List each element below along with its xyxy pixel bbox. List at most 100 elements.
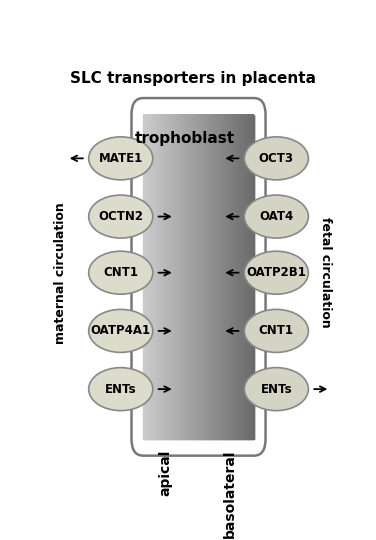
Bar <box>234 114 235 439</box>
Bar <box>197 114 198 439</box>
Bar <box>204 114 205 439</box>
Bar <box>230 114 231 439</box>
Text: basolateral: basolateral <box>223 449 237 538</box>
Bar <box>162 114 163 439</box>
Bar <box>252 114 253 439</box>
Bar <box>239 114 240 439</box>
Bar <box>188 114 189 439</box>
Bar <box>208 114 209 439</box>
Bar <box>241 114 242 439</box>
Bar <box>243 114 244 439</box>
Bar <box>205 114 206 439</box>
Bar <box>159 114 160 439</box>
Bar <box>210 114 211 439</box>
Bar <box>169 114 170 439</box>
FancyBboxPatch shape <box>132 98 265 456</box>
Bar <box>158 114 159 439</box>
Bar <box>182 114 183 439</box>
Bar <box>183 114 184 439</box>
Bar <box>195 114 196 439</box>
Ellipse shape <box>89 251 153 294</box>
Ellipse shape <box>89 309 153 353</box>
Bar <box>241 114 242 439</box>
Bar <box>161 114 162 439</box>
Bar <box>157 114 158 439</box>
Bar <box>189 114 190 439</box>
Bar <box>203 114 204 439</box>
Bar <box>232 114 233 439</box>
Bar <box>154 114 155 439</box>
Bar <box>176 114 177 439</box>
Bar <box>239 114 240 439</box>
Bar <box>209 114 210 439</box>
Bar <box>217 114 218 439</box>
Bar <box>235 114 236 439</box>
Bar <box>249 114 250 439</box>
Bar <box>149 114 150 439</box>
Bar <box>150 114 151 439</box>
Bar <box>200 114 201 439</box>
Bar <box>163 114 164 439</box>
Bar <box>220 114 221 439</box>
Bar <box>237 114 238 439</box>
Bar <box>184 114 185 439</box>
Bar <box>236 114 237 439</box>
Bar <box>252 114 253 439</box>
Bar <box>209 114 210 439</box>
Bar <box>207 114 208 439</box>
Text: CNT1: CNT1 <box>259 325 294 338</box>
Bar <box>179 114 180 439</box>
Bar <box>168 114 169 439</box>
Bar <box>176 114 177 439</box>
Bar <box>200 114 201 439</box>
Bar <box>230 114 231 439</box>
Bar <box>173 114 174 439</box>
Bar <box>201 114 202 439</box>
Bar <box>199 114 200 439</box>
Bar <box>164 114 165 439</box>
Bar <box>203 114 204 439</box>
Bar <box>231 114 232 439</box>
Bar <box>251 114 252 439</box>
Bar <box>159 114 160 439</box>
Bar <box>216 114 217 439</box>
Bar <box>157 114 158 439</box>
Bar <box>219 114 220 439</box>
Ellipse shape <box>244 251 308 294</box>
Bar <box>237 114 238 439</box>
Bar <box>248 114 249 439</box>
Bar <box>172 114 173 439</box>
Bar <box>218 114 219 439</box>
Bar <box>245 114 246 439</box>
Ellipse shape <box>89 137 153 180</box>
Bar <box>229 114 230 439</box>
Bar <box>171 114 172 439</box>
Text: CNT1: CNT1 <box>103 266 138 279</box>
Bar <box>161 114 162 439</box>
Bar <box>191 114 192 439</box>
Bar <box>216 114 217 439</box>
Text: trophoblast: trophoblast <box>135 131 235 146</box>
Bar <box>196 114 197 439</box>
Bar <box>247 114 248 439</box>
Bar <box>174 114 175 439</box>
Text: OAT4: OAT4 <box>259 210 293 223</box>
Bar <box>171 114 172 439</box>
Bar <box>198 114 199 439</box>
Bar <box>236 114 237 439</box>
Bar <box>198 114 199 439</box>
Bar <box>172 114 173 439</box>
Bar <box>151 114 152 439</box>
Bar <box>211 114 212 439</box>
Bar <box>175 114 176 439</box>
Bar <box>147 114 148 439</box>
Text: OATP4A1: OATP4A1 <box>91 325 151 338</box>
Text: OCT3: OCT3 <box>259 152 294 165</box>
Ellipse shape <box>244 137 308 180</box>
Bar <box>163 114 164 439</box>
Bar <box>212 114 213 439</box>
Bar <box>185 114 186 439</box>
Bar <box>178 114 179 439</box>
Bar <box>162 114 163 439</box>
Bar <box>151 114 152 439</box>
